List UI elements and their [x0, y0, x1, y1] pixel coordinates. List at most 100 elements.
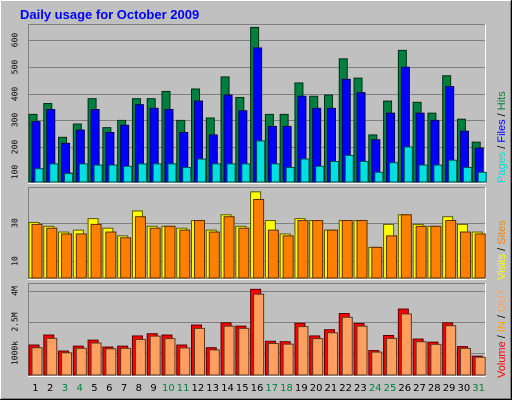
bar-sites-day-9	[149, 227, 161, 279]
x-tick-label: 13	[206, 383, 219, 394]
bar-out-day-26	[400, 313, 412, 376]
bar-out-day-25	[386, 337, 398, 376]
x-tick-label: 15	[236, 383, 249, 394]
x-tick-label: 17	[265, 383, 278, 394]
pages-files-hits-panel: 100 200 300 400 500 600	[11, 24, 487, 184]
y-tick-label: 500	[11, 60, 20, 75]
bar-sites-day-3	[61, 233, 73, 279]
bar-out-day-7	[120, 347, 132, 376]
legend-entry: Visits	[496, 253, 508, 280]
bar-pages-day-11	[182, 167, 192, 183]
x-tick-label: 20	[310, 383, 323, 394]
bar-out-day-5	[90, 342, 102, 376]
bar-sites-day-19	[297, 220, 309, 279]
x-tick-label: 6	[106, 383, 112, 394]
bar-pages-day-1	[34, 168, 44, 183]
bar-pages-day-22	[344, 154, 354, 183]
x-tick-label: 7	[121, 383, 127, 394]
x-tick-label: 8	[136, 383, 142, 394]
bar-pages-day-5	[93, 164, 103, 183]
bar-out-day-2	[46, 337, 58, 376]
x-tick-label: 22	[339, 383, 352, 394]
bar-sites-day-11	[179, 229, 191, 279]
legend-entry: Sites	[496, 220, 508, 245]
bar-out-day-9	[149, 335, 161, 376]
bar-out-day-12	[194, 327, 206, 376]
bar-pages-day-21	[329, 160, 339, 183]
bar-out-day-3	[61, 352, 73, 376]
x-tick-label: 4	[77, 383, 83, 394]
bar-sites-day-16	[253, 198, 265, 279]
x-tick-label: 23	[354, 383, 367, 394]
bar-sites-day-6	[105, 231, 117, 279]
bar-pages-day-30	[462, 167, 472, 183]
bar-sites-day-18	[282, 235, 294, 279]
bar-sites-day-28	[430, 225, 442, 279]
legend-entry: Volume	[496, 341, 508, 378]
x-tick-label: 21	[325, 383, 338, 394]
bar-sites-day-20	[312, 220, 324, 279]
legend-entry: /	[496, 110, 508, 119]
bar-pages-day-25	[389, 162, 399, 183]
bar-sites-day-21	[326, 229, 338, 279]
bar-pages-day-19	[300, 158, 310, 183]
legend-entry: /	[496, 332, 508, 341]
bar-pages-day-23	[359, 160, 369, 183]
y-tick-label: 1000k	[11, 341, 20, 365]
y-tick-label: 300	[11, 113, 20, 128]
bar-out-day-10	[164, 338, 176, 376]
x-tick-label: 11	[177, 383, 190, 394]
bar-pages-day-31	[477, 171, 487, 183]
bar-out-day-1	[31, 347, 43, 376]
x-tick-label: 14	[221, 383, 234, 394]
bar-pages-day-14	[226, 163, 236, 183]
bar-pages-day-20	[315, 165, 325, 183]
bar-pages-day-8	[137, 163, 147, 183]
bar-sites-day-12	[194, 220, 206, 279]
bar-pages-day-27	[418, 164, 428, 183]
x-tick-label: 12	[192, 383, 205, 394]
bar-out-day-11	[179, 347, 191, 376]
bar-pages-day-16	[256, 140, 266, 183]
bar-sites-day-4	[75, 233, 87, 279]
volume-in-out-panel: 1000k 2.5M 4M	[11, 283, 486, 377]
x-tick-label: 3	[62, 383, 68, 394]
bar-sites-day-27	[415, 225, 427, 279]
bar-sites-day-1	[31, 223, 43, 279]
bar-sites-day-8	[134, 216, 146, 279]
chart-title: Daily usage for October 2009	[20, 7, 199, 22]
bar-pages-day-18	[285, 167, 295, 183]
bar-sites-day-14	[223, 216, 235, 279]
y-tick-label: 4M	[11, 286, 20, 296]
x-tick-label: 10	[162, 383, 175, 394]
bar-out-day-8	[134, 338, 146, 376]
pages-files-hits-legend: Pages / Files / Hits	[496, 91, 508, 183]
bar-out-day-27	[415, 341, 427, 376]
bar-out-day-31	[474, 356, 486, 376]
bar-out-day-13	[208, 349, 220, 376]
bar-pages-day-13	[211, 163, 221, 183]
x-tick-label: 25	[384, 383, 397, 394]
y-tick-label: 10	[11, 256, 20, 266]
bar-out-day-29	[445, 325, 457, 376]
bar-out-day-23	[356, 325, 368, 376]
legend-entry: /	[496, 312, 508, 321]
bar-sites-day-24	[371, 246, 383, 279]
legend-entry: /	[496, 143, 508, 152]
bar-out-day-28	[430, 343, 442, 376]
bar-sites-day-30	[459, 231, 471, 279]
visits-sites-panel: 10 30	[11, 187, 486, 280]
legend-entry: IN	[496, 321, 508, 332]
bar-out-day-6	[105, 348, 117, 376]
bar-pages-day-4	[78, 163, 88, 183]
bar-pages-day-3	[64, 173, 74, 183]
bar-pages-day-9	[152, 163, 162, 183]
bar-out-day-21	[326, 332, 338, 376]
bar-pages-day-12	[197, 158, 207, 183]
bar-pages-day-6	[108, 164, 118, 183]
bar-pages-day-15	[241, 163, 251, 183]
x-tick-label: 31	[472, 383, 485, 394]
bar-out-day-16	[253, 293, 265, 376]
